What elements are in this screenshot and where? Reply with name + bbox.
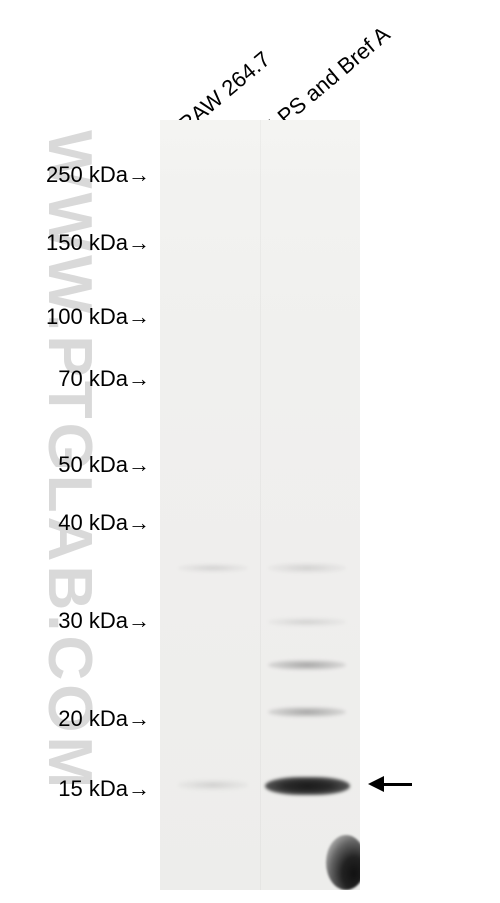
mw-15: 15 kDa→	[38, 776, 150, 802]
band-23kda-lane2	[268, 660, 346, 670]
band-main-15kda-lane2	[265, 777, 350, 795]
blot-figure: WWW.PTGLAB.COM RAW 264.7 LPS and Bref A …	[0, 0, 500, 903]
blot-membrane	[160, 120, 360, 890]
mw-50: 50 kDa→	[38, 452, 150, 478]
mw-100: 100 kDa→	[20, 304, 150, 330]
band-15kda-lane1	[178, 780, 248, 790]
mw-250: 250 kDa→	[20, 162, 150, 188]
arrow-head-icon	[368, 776, 384, 792]
mw-40: 40 kDa→	[38, 510, 150, 536]
mw-70: 70 kDa→	[38, 366, 150, 392]
mw-20: 20 kDa→	[38, 706, 150, 732]
band-20kda-lane2	[268, 707, 346, 717]
mw-30: 30 kDa→	[38, 608, 150, 634]
band-33kda-lane2	[268, 563, 346, 573]
band-33kda-lane1	[178, 564, 248, 572]
corner-smear	[326, 835, 360, 890]
lane-separator	[260, 120, 261, 890]
mw-150: 150 kDa→	[20, 230, 150, 256]
band-arrow	[368, 776, 412, 792]
band-28kda-lane2	[268, 618, 346, 626]
arrow-line	[384, 783, 412, 786]
